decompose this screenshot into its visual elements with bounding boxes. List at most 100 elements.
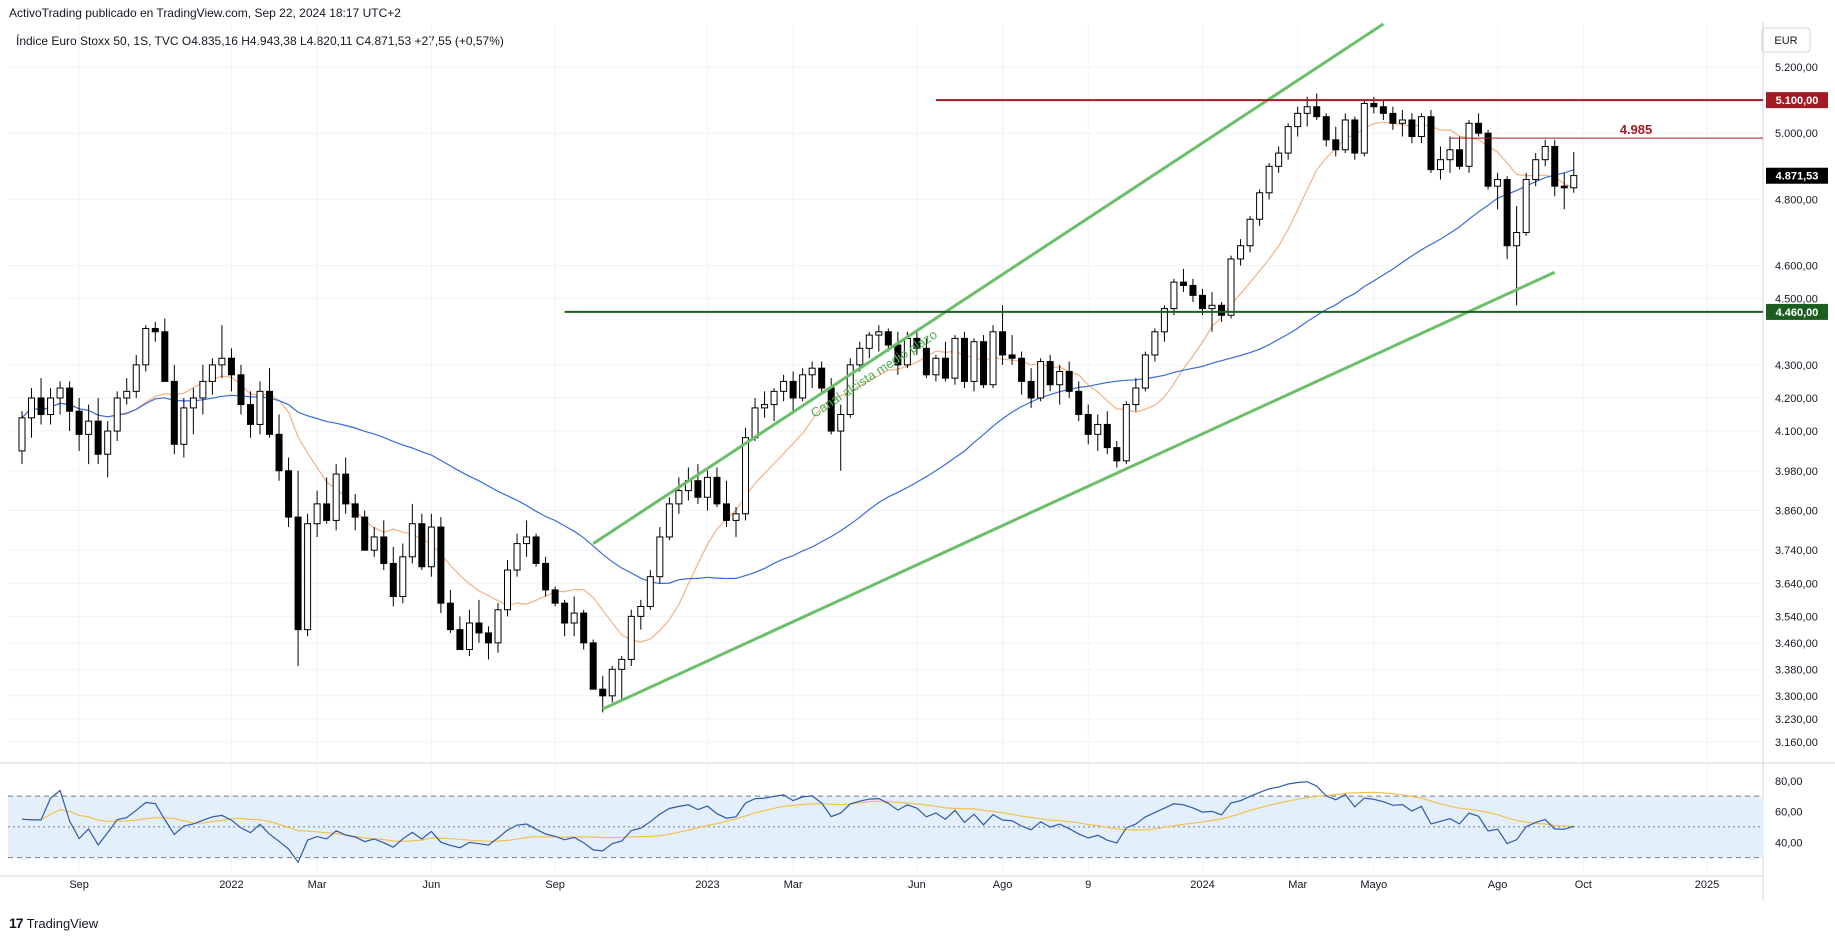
candle-body — [1313, 106, 1321, 118]
time-tick-label: Jun — [908, 879, 926, 891]
candle-body — [389, 562, 397, 598]
candle-body — [456, 629, 464, 650]
candle-body — [170, 380, 178, 445]
candle-body — [1037, 361, 1045, 399]
resistance-price-tag-label: 5.100,00 — [1776, 95, 1819, 107]
candle-body — [47, 397, 55, 416]
candle-body — [1522, 179, 1530, 233]
candle-body — [627, 615, 635, 660]
candle-body — [818, 367, 826, 389]
candle-body — [294, 516, 302, 631]
time-tick-label: Mar — [308, 879, 327, 891]
time-tick-label: Oct — [1575, 879, 1592, 891]
candle-body — [1065, 370, 1073, 392]
candle-body — [913, 337, 921, 349]
candle-body — [532, 536, 540, 564]
price-tick-label: 3.380,00 — [1775, 664, 1818, 676]
channel-upper-line — [592, 22, 1385, 545]
candle-body — [1341, 119, 1349, 151]
rsi-tick-label: 60,00 — [1775, 807, 1803, 819]
candle-body — [999, 331, 1007, 356]
candle-body — [1170, 281, 1178, 310]
candle-body — [1008, 354, 1016, 359]
price-tick-label: 5.000,00 — [1775, 128, 1818, 140]
time-tick-label: Mar — [784, 879, 803, 891]
price-tick-label: 3.460,00 — [1775, 638, 1818, 650]
time-tick-label: Ago — [1488, 879, 1508, 891]
price-tick-label: 4.800,00 — [1775, 194, 1818, 206]
candle-body — [1284, 126, 1292, 154]
candle-body — [732, 513, 740, 521]
price-tick-label: 3.740,00 — [1775, 545, 1818, 557]
candle-body — [227, 357, 235, 376]
candle-body — [980, 341, 988, 386]
candle-body — [922, 347, 930, 376]
candle-body — [37, 397, 45, 416]
candle-body — [1132, 387, 1140, 406]
candle-body — [142, 327, 150, 366]
target-label: 4.985 — [1620, 122, 1653, 137]
candle-body — [104, 430, 112, 455]
candle-body — [494, 609, 502, 644]
candle-body — [1332, 139, 1340, 151]
candle-body — [951, 337, 959, 379]
candle-body — [1122, 404, 1130, 462]
candle-body — [1570, 175, 1578, 189]
price-tick-label: 3.860,00 — [1775, 505, 1818, 517]
candle-body — [465, 622, 473, 650]
candle-body — [1436, 159, 1444, 171]
rsi-tick-label: 40,00 — [1775, 837, 1803, 849]
candle-body — [75, 410, 83, 435]
candle-body — [399, 556, 407, 598]
candle-body — [132, 364, 140, 392]
rsi-ma-line — [21, 791, 1574, 843]
candle-body — [1113, 447, 1121, 462]
candle-body — [418, 523, 426, 568]
candle-body — [1408, 119, 1416, 138]
candle-body — [1360, 102, 1368, 154]
candle-body — [589, 642, 597, 690]
candle-body — [599, 688, 607, 697]
time-tick-label: Ago — [993, 879, 1013, 891]
candle-body — [865, 334, 873, 349]
channel-label: Canal alcista medio plazo — [808, 327, 940, 421]
price-tick-label: 3.980,00 — [1775, 466, 1818, 478]
candle-body — [1151, 331, 1159, 356]
time-tick-label: Sep — [69, 879, 89, 891]
currency-button[interactable] — [1761, 27, 1811, 53]
price-tick-label: 3.640,00 — [1775, 578, 1818, 590]
candle-body — [266, 390, 274, 435]
candle-body — [789, 380, 797, 399]
candle-body — [580, 612, 588, 644]
currency-label: EUR — [1774, 35, 1797, 47]
candle-body — [275, 433, 283, 472]
candle-body — [637, 605, 645, 617]
candle-body — [246, 404, 254, 425]
price-tick-label: 4.600,00 — [1775, 261, 1818, 273]
candle-body — [1094, 423, 1102, 435]
candle-body — [323, 503, 331, 521]
candle-body — [1551, 145, 1559, 187]
candle-body — [570, 612, 578, 624]
candle-body — [304, 523, 312, 631]
candle-body — [761, 404, 769, 409]
candle-body — [1046, 361, 1054, 386]
candle-body — [1513, 231, 1521, 247]
candle-body — [1532, 159, 1540, 181]
ma-slow-line — [21, 169, 1574, 585]
candle-body — [1303, 106, 1311, 114]
candle-body — [523, 536, 531, 545]
candle-body — [123, 390, 131, 399]
symbol-ohlc-legend: Índice Euro Stoxx 50, 1S, TVC O4.835,16 … — [16, 34, 504, 48]
candle-body — [1322, 116, 1330, 141]
rsi-band-fill — [8, 796, 1763, 858]
time-tick-label: 9 — [1085, 879, 1091, 891]
candle-body — [1379, 106, 1387, 114]
candle-body — [1294, 112, 1302, 128]
candle-body — [1417, 116, 1425, 138]
candle-body — [256, 390, 264, 425]
time-tick-label: 2023 — [695, 879, 719, 891]
candle-body — [1084, 414, 1092, 435]
candle-body — [1503, 179, 1511, 247]
